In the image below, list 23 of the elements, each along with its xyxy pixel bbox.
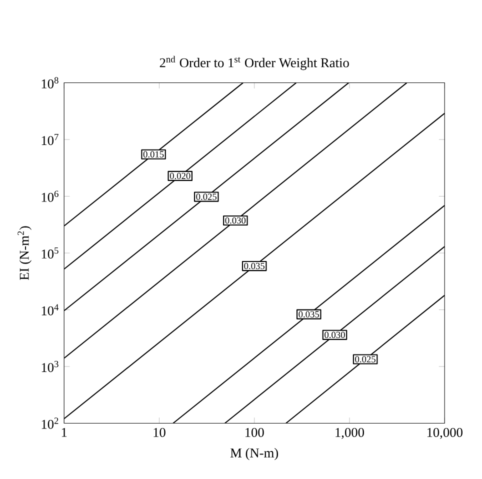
y-tick-label: 10$^{5}$ <box>42 247 58 258</box>
y-tick-label: 10$^{2}$ <box>42 418 58 429</box>
y-tick-label: 10$^{6}$ <box>42 190 58 202</box>
y-tick-label: 10$^{8}$ <box>42 77 58 88</box>
x-axis-title: M (N-m) <box>230 448 278 460</box>
series-label: 0.020 <box>170 172 190 179</box>
x-tick-label: 1,000 <box>336 428 364 439</box>
series-label: 0.025 <box>355 356 376 362</box>
y-tick-label: 10$^{7}$ <box>42 134 58 145</box>
y-tick-label: 10$^{3}$ <box>42 360 58 372</box>
series-label: 0.030 <box>225 217 246 224</box>
chart-title: 2$^{nd}$ Order to 1$^{st}$ Order Weight Ratio <box>160 56 349 70</box>
x-tick-label: 10 <box>154 428 166 437</box>
series-label: 0.025 <box>196 193 217 200</box>
x-tick-label: 1 <box>62 428 67 437</box>
x-tick-label: 10,000 <box>427 428 462 439</box>
series-label: 0.035 <box>244 262 265 270</box>
y-tick-label: 10$^{4}$ <box>42 304 59 316</box>
series-label: 0.015 <box>143 151 164 158</box>
series-label: 0.035 <box>298 311 320 318</box>
x-tick-label: 100 <box>246 428 264 437</box>
series-label: 0.030 <box>324 332 345 338</box>
y-axis-title: EI (N-m$^{2}$) <box>18 226 32 280</box>
